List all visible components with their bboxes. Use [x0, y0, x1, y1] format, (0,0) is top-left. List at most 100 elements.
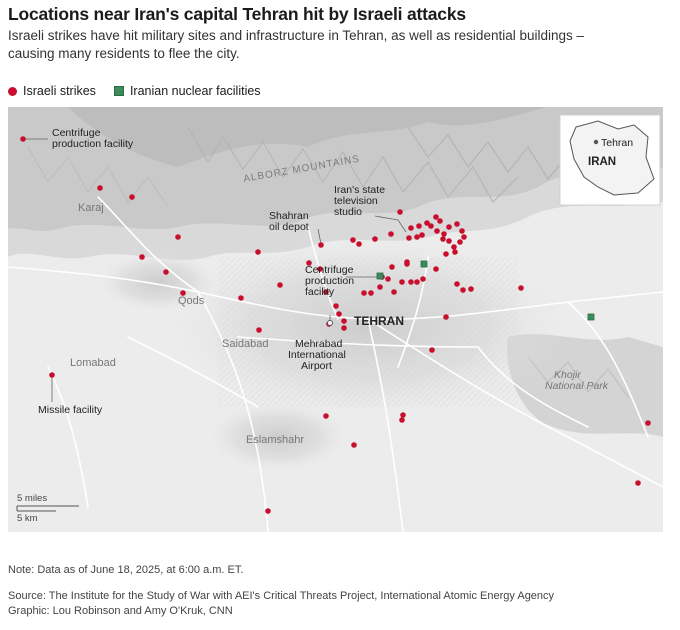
strike-marker-21 — [388, 231, 394, 237]
strike-marker-22 — [397, 209, 403, 215]
strike-marker-67 — [635, 480, 641, 486]
strike-marker-65 — [518, 285, 524, 291]
saidabad-label: Saidabad — [222, 338, 269, 350]
nuclear-marker-3 — [587, 313, 595, 321]
strike-marker-24 — [406, 235, 412, 241]
inset-country-label: IRAN — [588, 156, 616, 168]
strike-marker-18 — [350, 237, 356, 243]
strike-marker-74 — [306, 260, 312, 266]
strike-marker-16 — [341, 318, 347, 324]
road-network — [8, 196, 663, 532]
tehran-label: TEHRAN — [354, 314, 404, 328]
strike-marker-51 — [385, 276, 391, 282]
strike-marker-34 — [446, 224, 452, 230]
strike-marker-44 — [454, 281, 460, 287]
legend: Israeli strikes Iranian nuclear faciliti… — [8, 84, 279, 98]
strike-marker-5 — [139, 254, 145, 260]
nuclear-marker-1 — [376, 272, 384, 280]
strike-marker-45 — [460, 287, 466, 293]
centrifuge-mid-label-2: production — [305, 275, 354, 287]
strike-marker-40 — [446, 238, 452, 244]
strike-marker-29 — [428, 223, 434, 229]
centrifuge-mid-label-3: facility — [305, 286, 335, 298]
chart-title: Locations near Iran's capital Tehran hit… — [8, 4, 466, 24]
strike-marker-9 — [256, 327, 262, 333]
centrifuge-top-label-2: production facility — [52, 138, 134, 150]
strike-marker-70 — [351, 442, 357, 448]
graphic-credit: Graphic: Lou Robinson and Amy O'Kruk, CN… — [8, 604, 233, 617]
strike-marker-36 — [459, 228, 465, 234]
strike-marker-10 — [255, 249, 261, 255]
inset-tehran-marker — [593, 139, 599, 145]
strike-marker-11 — [318, 242, 324, 248]
strike-marker-56 — [361, 290, 367, 296]
airport-marker — [327, 320, 333, 326]
qods-label: Qods — [178, 295, 205, 307]
strike-marker-55 — [368, 290, 374, 296]
strike-marker-28 — [424, 220, 430, 226]
strike-marker-68 — [49, 372, 55, 378]
lomabad-label: Lomabad — [70, 357, 116, 369]
strike-marker-38 — [457, 239, 463, 245]
chart-subtitle: Israeli strikes have hit military sites … — [8, 28, 585, 61]
scale-miles-label: 5 miles — [17, 493, 47, 504]
nuclear-marker-2 — [420, 260, 428, 268]
strike-marker-14 — [323, 289, 329, 295]
airport-label-1: Mehrabad — [295, 338, 342, 350]
strike-marker-54 — [404, 261, 410, 267]
centrifuge-top-label-1: Centrifuge — [52, 127, 101, 139]
strike-markers — [20, 136, 651, 514]
strike-marker-42 — [452, 249, 458, 255]
legend-item-strikes: Israeli strikes — [8, 84, 96, 98]
oil-depot-label-2: oil depot — [269, 221, 309, 233]
legend-item-nuclear: Iranian nuclear facilities — [113, 84, 261, 98]
strike-marker-3 — [129, 194, 135, 200]
strike-marker-57 — [377, 284, 383, 290]
strike-marker-66 — [645, 420, 651, 426]
strike-marker-61 — [443, 314, 449, 320]
strike-marker-7 — [180, 290, 186, 296]
missile-facility-label: Missile facility — [38, 404, 103, 416]
strike-marker-71 — [400, 412, 406, 418]
strike-marker-49 — [399, 279, 405, 285]
inset-map: Tehran IRAN — [559, 114, 661, 206]
strike-marker-37 — [461, 234, 467, 240]
strike-marker-41 — [440, 236, 446, 242]
strike-marker-39 — [451, 244, 457, 250]
strike-marker-6 — [163, 269, 169, 275]
strike-marker-50 — [391, 289, 397, 295]
strike-dot-icon — [8, 86, 17, 96]
karaj-label: Karaj — [78, 202, 104, 214]
airport-label-3: Airport — [301, 360, 332, 372]
tv-studio-label-1: Iran's state — [334, 184, 385, 196]
strike-marker-27 — [419, 232, 425, 238]
strike-marker-30 — [433, 214, 439, 220]
strike-marker-59 — [414, 279, 420, 285]
strike-marker-53 — [389, 264, 395, 270]
strike-marker-1 — [20, 136, 26, 142]
source-line: Source: The Institute for the Study of W… — [8, 590, 555, 602]
strike-marker-62 — [429, 347, 435, 353]
strike-marker-26 — [416, 223, 422, 229]
strike-marker-43 — [443, 251, 449, 257]
strike-marker-69 — [323, 413, 329, 419]
strike-marker-58 — [408, 279, 414, 285]
strike-marker-60 — [420, 276, 426, 282]
strike-marker-63 — [336, 311, 342, 317]
oil-depot-label-1: Shahran — [269, 210, 309, 222]
strike-marker-20 — [372, 236, 378, 242]
strike-marker-12 — [277, 282, 283, 288]
strike-marker-33 — [441, 231, 447, 237]
strike-marker-4 — [175, 234, 181, 240]
strike-marker-64 — [341, 325, 347, 331]
source-credit: Source: The Institute for the Study of W… — [8, 589, 554, 618]
strike-marker-19 — [356, 241, 362, 247]
airport-label-2: International — [288, 349, 346, 361]
nuclear-markers — [376, 260, 595, 321]
strike-marker-2 — [97, 185, 103, 191]
strike-marker-73 — [265, 508, 271, 514]
khojir-label-2: National Park — [545, 380, 609, 392]
annotation-leaders — [25, 138, 407, 402]
strike-marker-72 — [399, 417, 405, 423]
strike-marker-23 — [408, 225, 414, 231]
